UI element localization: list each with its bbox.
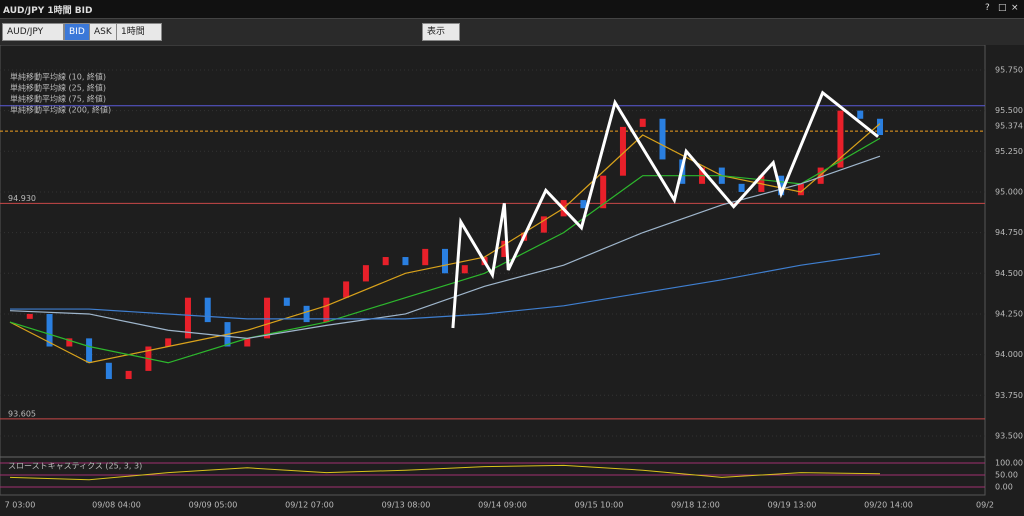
x-tick-label: 09/2 xyxy=(976,501,994,510)
x-tick-label: 09/12 07:00 xyxy=(285,501,334,510)
legend-entry: 単純移動平均線 (10, 終値) xyxy=(10,72,106,82)
view-menu[interactable]: 表示 xyxy=(422,23,460,41)
stoch-tick-label: 100.00 xyxy=(995,459,1023,468)
legend-entry: 単純移動平均線 (75, 終値) xyxy=(10,94,106,104)
x-tick-label: 09/09 05:00 xyxy=(189,501,238,510)
h-line-label: 94.930 xyxy=(8,194,36,203)
candle xyxy=(264,297,271,339)
x-tick-label: 09/19 13:00 xyxy=(768,501,817,510)
ask-button[interactable]: ASK xyxy=(89,23,117,41)
candle xyxy=(422,248,429,266)
moving-average xyxy=(10,253,881,320)
candle xyxy=(46,313,53,347)
y-tick-label: 94.750 xyxy=(995,228,1023,237)
candle xyxy=(877,118,883,136)
candle xyxy=(857,110,864,119)
y-tick-label: 93.500 xyxy=(995,431,1023,440)
chart: 95.750 95.500 95.250 95.000 94.750 94.500 94.2… xyxy=(0,45,1023,510)
candle xyxy=(86,338,93,363)
x-tick-label: 09/14 09:00 xyxy=(478,501,527,510)
candle xyxy=(600,175,607,209)
candle xyxy=(778,175,785,196)
candle xyxy=(66,338,73,347)
legend-entry: 単純移動平均線 (200, 終値) xyxy=(10,105,111,115)
h-line-label: 93.605 xyxy=(8,409,36,418)
stoch-tick-label: 50.00 xyxy=(995,471,1018,480)
stoch-title: スローストキャスティクス (25, 3, 3) xyxy=(8,462,142,471)
x-tick-label: 09/20 14:00 xyxy=(864,501,913,510)
y-tick-label: 94.000 xyxy=(995,350,1023,359)
candle xyxy=(817,167,824,184)
h-line-label: 95.374 xyxy=(995,122,1023,131)
help[interactable]: ? xyxy=(985,3,990,13)
x-tick-label: 09/08 04:00 xyxy=(92,501,141,510)
candle xyxy=(26,313,33,319)
candle xyxy=(283,297,290,306)
symbol-select[interactable]: AUD/JPY xyxy=(2,23,64,41)
candle xyxy=(442,248,448,274)
candle xyxy=(105,362,112,380)
x-tick-label: 09/13 08:00 xyxy=(382,501,431,510)
candle xyxy=(244,338,251,347)
candle xyxy=(165,338,172,347)
y-tick-label: 95.500 xyxy=(995,106,1023,115)
x-tick-label: 7 03:00 xyxy=(5,501,36,510)
candle xyxy=(461,265,468,274)
y-tick-label: 94.250 xyxy=(995,309,1023,318)
candle xyxy=(204,297,211,323)
candle xyxy=(362,265,369,282)
candle xyxy=(540,216,547,233)
candle xyxy=(580,200,587,209)
bid-button[interactable]: BID xyxy=(64,23,90,41)
candle xyxy=(323,297,330,323)
candle xyxy=(125,370,132,380)
y-tick-label: 95.750 xyxy=(995,65,1023,74)
x-tick-label: 09/18 12:00 xyxy=(671,501,720,510)
candle xyxy=(639,118,646,127)
candle xyxy=(797,183,804,196)
close[interactable]: × xyxy=(1011,3,1019,13)
y-tick-label: 95.250 xyxy=(995,147,1023,156)
stochastic-line xyxy=(9,464,881,481)
candle xyxy=(738,183,745,192)
moving-average xyxy=(9,137,881,364)
toolbar: AUD/JPY BID ASK 1時間 表示 xyxy=(0,19,1024,45)
candle xyxy=(303,305,310,323)
moving-average xyxy=(9,123,881,364)
candle xyxy=(659,118,666,160)
candle xyxy=(343,281,350,298)
moving-average xyxy=(9,155,881,339)
window-title: AUD/JPY 1時間 BID xyxy=(3,6,93,16)
candle xyxy=(184,297,191,339)
title-bar: AUD/JPY 1時間 BID ? □ × xyxy=(0,0,1024,19)
candle xyxy=(837,110,844,168)
stoch-tick-label: 0.00 xyxy=(995,483,1013,492)
legend-entry: 単純移動平均線 (25, 終値) xyxy=(10,83,106,93)
period-select[interactable]: 1時間 xyxy=(116,23,162,41)
y-tick-label: 93.750 xyxy=(995,391,1023,400)
candle xyxy=(382,257,389,266)
zigzag xyxy=(451,90,879,329)
candle xyxy=(402,257,409,266)
candle xyxy=(619,126,626,176)
y-tick-label: 95.000 xyxy=(995,187,1023,196)
x-tick-label: 09/15 10:00 xyxy=(575,501,624,510)
y-tick-label: 94.500 xyxy=(995,269,1023,278)
candle xyxy=(501,240,508,258)
maximize[interactable]: □ xyxy=(998,3,1007,13)
